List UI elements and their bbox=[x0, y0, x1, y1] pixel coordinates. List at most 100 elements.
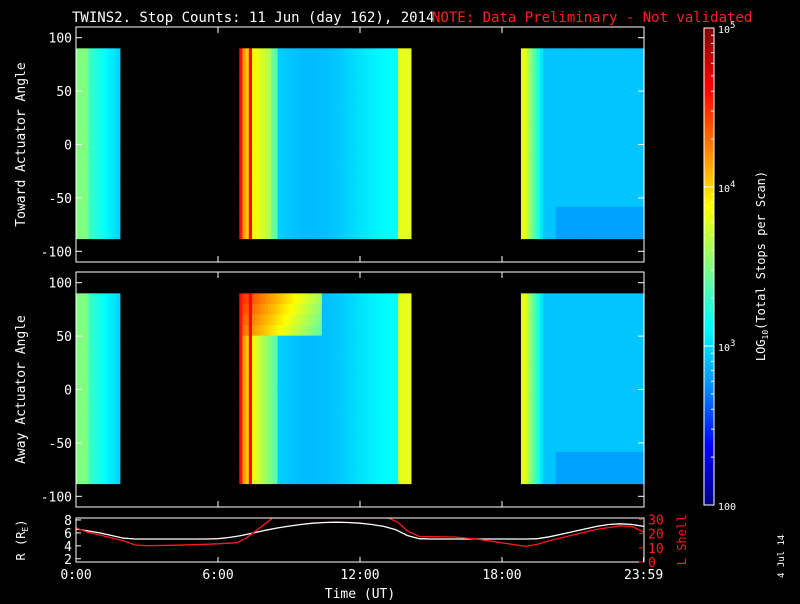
spectrogram-cell bbox=[299, 303, 304, 316]
spectrogram-cell bbox=[264, 293, 269, 305]
spectrogram-cell bbox=[97, 196, 102, 208]
spectrogram-cell bbox=[524, 48, 528, 60]
spectrogram-cell bbox=[552, 325, 557, 337]
spectrogram-cell bbox=[577, 388, 582, 400]
spectrogram-cell bbox=[283, 472, 288, 485]
spectrogram-cell bbox=[568, 409, 573, 421]
spectrogram-cell bbox=[325, 206, 329, 218]
spectrogram-cell bbox=[536, 367, 541, 379]
spectrogram-cell bbox=[334, 293, 339, 305]
spectrogram-cell bbox=[255, 430, 259, 442]
spectrogram-cell bbox=[350, 462, 355, 474]
spectrogram-cell bbox=[101, 367, 105, 379]
spectrogram-cell bbox=[85, 409, 90, 421]
spectrogram-cell bbox=[574, 153, 579, 166]
spectrogram-cell bbox=[239, 462, 244, 474]
spectrogram-cell bbox=[565, 153, 569, 166]
spectrogram-cell bbox=[337, 185, 342, 197]
spectrogram-cell bbox=[113, 377, 118, 390]
spectrogram-cell bbox=[113, 185, 118, 197]
spectrogram-cell bbox=[546, 101, 550, 113]
spectrogram-cell bbox=[637, 346, 642, 358]
spectrogram-cell bbox=[577, 314, 582, 326]
spectrogram-cell bbox=[628, 398, 632, 411]
spectrogram-cell bbox=[331, 196, 336, 208]
spectrogram-cell bbox=[524, 58, 528, 71]
spectrogram-cell bbox=[309, 441, 313, 453]
spectrogram-cell bbox=[79, 388, 83, 400]
spectrogram-cell bbox=[283, 356, 288, 368]
spectrogram-cell bbox=[574, 90, 579, 102]
spectrogram-cell bbox=[356, 90, 361, 102]
spectrogram-cell bbox=[344, 377, 348, 390]
spectrogram-cell bbox=[596, 303, 601, 316]
spectrogram-cell bbox=[76, 293, 80, 305]
spectrogram-cell bbox=[350, 196, 355, 208]
spectrogram-cell bbox=[283, 377, 288, 390]
spectrogram-cell bbox=[267, 325, 272, 337]
spectrogram-cell bbox=[609, 227, 614, 240]
spectrogram-cell bbox=[328, 196, 333, 208]
spectrogram-cell bbox=[640, 111, 645, 123]
spectrogram-cell bbox=[524, 462, 528, 474]
spectrogram-cell bbox=[280, 451, 285, 463]
spectrogram-cell bbox=[113, 293, 118, 305]
spectrogram-cell bbox=[299, 356, 304, 368]
spectrogram-cell bbox=[552, 430, 557, 442]
spectrogram-cell bbox=[391, 132, 396, 145]
spectrogram-cell bbox=[543, 356, 547, 368]
spectrogram-cell bbox=[252, 122, 256, 134]
spectrogram-cell bbox=[239, 398, 244, 411]
spectrogram-cell bbox=[315, 80, 320, 92]
spectrogram-cell bbox=[267, 185, 272, 197]
spectrogram-cell bbox=[555, 111, 560, 123]
spectrogram-cell bbox=[612, 206, 617, 218]
spectrogram-cell bbox=[606, 185, 610, 197]
spectrogram-cell bbox=[107, 398, 111, 411]
spectrogram-cell bbox=[568, 58, 573, 71]
spectrogram-cell bbox=[621, 69, 626, 81]
spectrogram-cell bbox=[350, 48, 355, 60]
coverage-interval-3 bbox=[520, 48, 645, 240]
spectrogram-cell bbox=[379, 398, 383, 411]
spectrogram-cell bbox=[309, 430, 313, 442]
spectrogram-cell bbox=[363, 196, 367, 208]
spectrogram-cell bbox=[530, 90, 535, 102]
spectrogram-cell bbox=[318, 356, 323, 368]
spectrogram-cell bbox=[398, 303, 402, 316]
spectrogram-cell bbox=[283, 101, 288, 113]
spectrogram-cell bbox=[369, 367, 374, 379]
spectrogram-cell bbox=[571, 335, 576, 347]
spectrogram-cell bbox=[391, 367, 396, 379]
spectrogram-cell bbox=[631, 430, 636, 442]
spectrogram-cell bbox=[293, 472, 298, 485]
spectrogram-cell bbox=[555, 196, 560, 208]
spectrogram-cell bbox=[366, 335, 371, 347]
spectrogram-cell bbox=[369, 48, 374, 60]
spectrogram-cell bbox=[372, 462, 377, 474]
spectrogram-cell bbox=[309, 153, 313, 166]
spectrogram-cell bbox=[248, 101, 253, 113]
spectrogram-cell bbox=[321, 196, 326, 208]
spectrogram-cell bbox=[261, 48, 266, 60]
spectrogram-cell bbox=[252, 346, 256, 358]
spectrogram-cell bbox=[577, 185, 582, 197]
spectrogram-cell bbox=[574, 69, 579, 81]
spectrogram-cell bbox=[593, 58, 598, 71]
spectrogram-cell bbox=[530, 356, 535, 368]
spectrogram-cell bbox=[587, 90, 591, 102]
spectrogram-cell bbox=[366, 441, 371, 453]
spectrogram-cell bbox=[621, 196, 626, 208]
spectrogram-cell bbox=[391, 314, 396, 326]
spectrogram-cell bbox=[388, 90, 393, 102]
spectrogram-cell bbox=[290, 69, 294, 81]
spectrogram-cell bbox=[344, 185, 348, 197]
spectrogram-cell bbox=[372, 367, 377, 379]
spectrogram-cell bbox=[79, 420, 83, 432]
spectrogram-cell bbox=[328, 472, 333, 485]
spectrogram-cell bbox=[76, 420, 80, 432]
spectrogram-cell bbox=[331, 462, 336, 474]
spectrogram-cell bbox=[101, 472, 105, 485]
spectrogram-cell bbox=[369, 122, 374, 134]
spectrogram-cell bbox=[328, 303, 333, 316]
